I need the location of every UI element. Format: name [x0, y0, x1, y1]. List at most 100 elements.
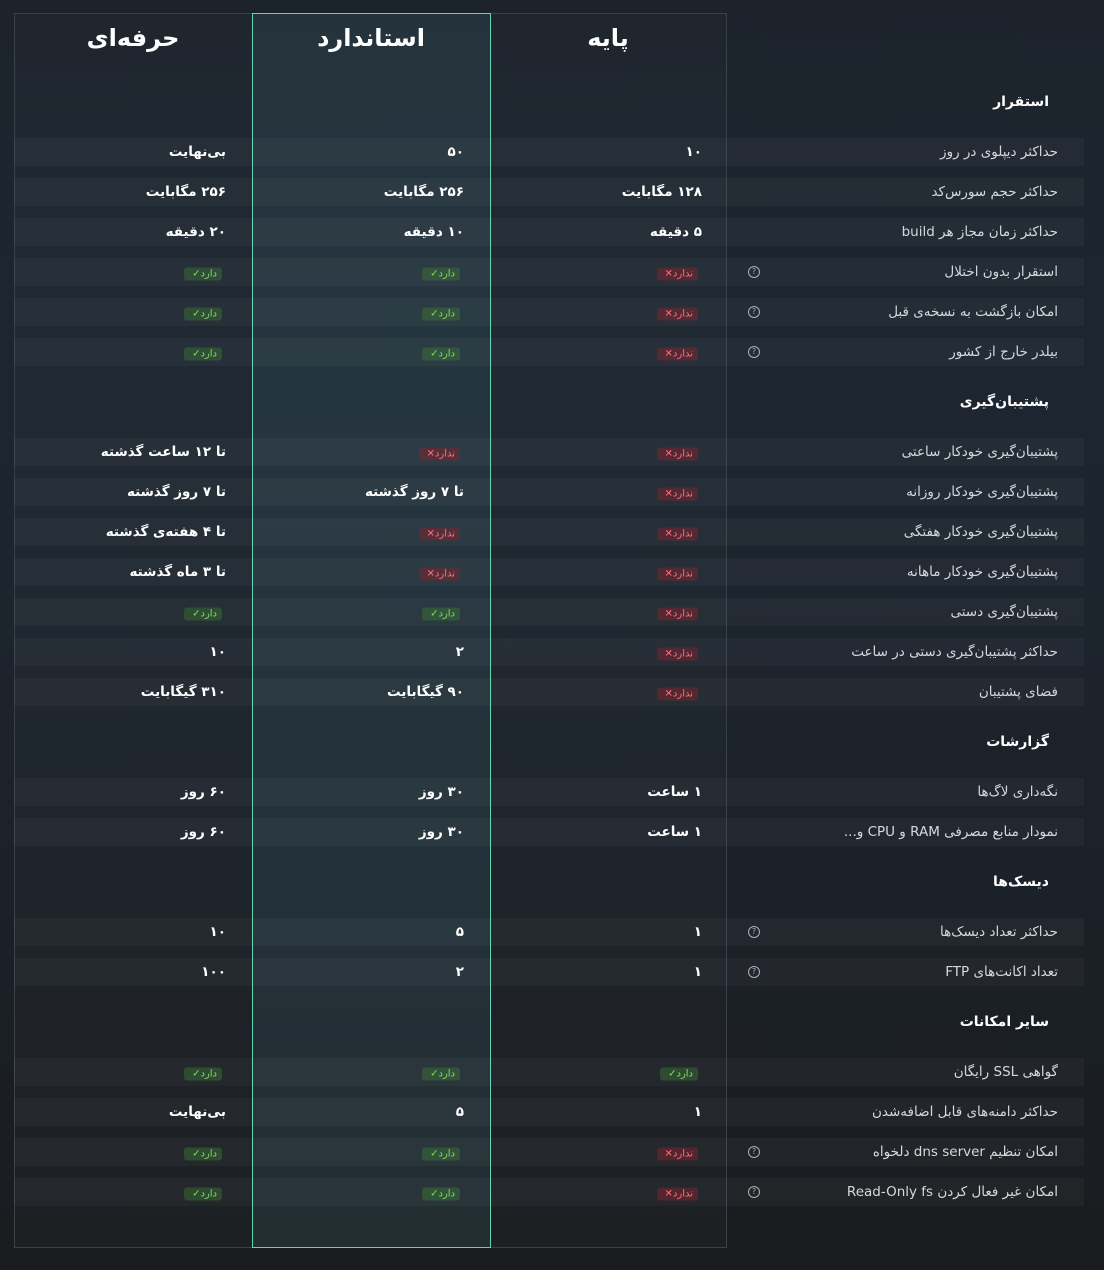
badge-text: ندارد [672, 568, 693, 580]
check-icon: ✓ [430, 308, 439, 320]
cross-icon: ✕ [664, 348, 673, 360]
cross-icon: ✕ [664, 648, 673, 660]
plan-value: ۲ [455, 644, 464, 660]
section-title: دیسک‌ها [993, 874, 1049, 890]
cross-icon: ✕ [664, 308, 673, 320]
info-icon[interactable]: ? [748, 306, 760, 318]
row-band [14, 778, 1084, 806]
plan-value: ۳۰ روز [418, 824, 464, 840]
plan-value: تا ۷ روز گذشته [126, 484, 226, 500]
plan-value: ۲۵۶ مگابایت [383, 184, 464, 200]
info-icon[interactable]: ? [748, 966, 760, 978]
info-icon[interactable]: ? [748, 926, 760, 938]
feature-label: تعداد اکانت‌های FTP [945, 964, 1058, 980]
badge-text: ندارد [672, 1148, 693, 1160]
feature-label: پشتیبان‌گیری خودکار روزانه [906, 484, 1058, 500]
section-title: استقرار [993, 94, 1049, 110]
plan-header: استاندارد [317, 24, 425, 52]
badge-text: دارد [200, 348, 217, 360]
badge-text: ندارد [434, 568, 455, 580]
status-badge: دارد✓ [422, 1187, 460, 1201]
check-icon: ✓ [430, 1148, 439, 1160]
cross-icon: ✕ [664, 528, 673, 540]
plan-value: ۶۰ روز [180, 784, 226, 800]
feature-label: حداکثر دیپلوی در روز [940, 144, 1058, 160]
badge-text: ندارد [672, 268, 693, 280]
row-band [14, 958, 1084, 986]
badge-text: ندارد [672, 488, 693, 500]
feature-label: امکان تنظیم dns server دلخواه [872, 1144, 1058, 1160]
feature-label: حداکثر تعداد دیسک‌ها [940, 924, 1058, 940]
status-badge: ندارد✕ [418, 567, 460, 581]
section-title: سایر امکانات [959, 1014, 1049, 1030]
status-badge: ندارد✕ [656, 267, 698, 281]
plan-value: ۱ ساعت [647, 784, 702, 800]
check-icon: ✓ [668, 1068, 677, 1080]
check-icon: ✓ [192, 348, 201, 360]
plan-value: ۵ دقیقه [649, 224, 702, 240]
row-band [14, 1058, 1084, 1086]
badge-text: ندارد [672, 528, 693, 540]
status-badge: ندارد✕ [656, 647, 698, 661]
status-badge: ندارد✕ [656, 1147, 698, 1161]
status-badge: دارد✓ [422, 267, 460, 281]
info-icon[interactable]: ? [748, 346, 760, 358]
feature-label: امکان غیر فعال کردن Read-Only fs [846, 1184, 1058, 1200]
check-icon: ✓ [192, 1188, 201, 1200]
info-icon[interactable]: ? [748, 1186, 760, 1198]
status-badge: ندارد✕ [656, 487, 698, 501]
feature-label: حداکثر پشتیبان‌گیری دستی در ساعت [851, 644, 1058, 660]
badge-text: دارد [200, 308, 217, 320]
badge-text: دارد [676, 1068, 693, 1080]
status-badge: دارد✓ [422, 607, 460, 621]
plan-value: ۵۰ [447, 144, 464, 160]
plan-value: ۱ [693, 924, 702, 940]
info-icon[interactable]: ? [748, 1146, 760, 1158]
feature-label: حداکثر زمان مجاز هر build [901, 224, 1058, 240]
cross-icon: ✕ [426, 448, 435, 460]
check-icon: ✓ [430, 348, 439, 360]
badge-text: ندارد [672, 688, 693, 700]
cross-icon: ✕ [664, 688, 673, 700]
feature-label: پشتیبان‌گیری خودکار ماهانه [906, 564, 1058, 580]
plan-value: ۲ [455, 964, 464, 980]
plan-value: ۱۰ [209, 924, 226, 940]
check-icon: ✓ [192, 268, 201, 280]
plan-value: ۳۱۰ گیگابایت [140, 684, 226, 700]
badge-text: ندارد [672, 1188, 693, 1200]
badge-text: دارد [438, 1068, 455, 1080]
row-band [14, 338, 1084, 366]
row-band [14, 598, 1084, 626]
plan-value: ۱۰ [685, 144, 702, 160]
cross-icon: ✕ [664, 448, 673, 460]
status-badge: دارد✓ [422, 1067, 460, 1081]
cross-icon: ✕ [664, 268, 673, 280]
badge-text: دارد [200, 608, 217, 620]
check-icon: ✓ [430, 1188, 439, 1200]
status-badge: ندارد✕ [656, 1187, 698, 1201]
badge-text: دارد [438, 1148, 455, 1160]
badge-text: دارد [200, 1188, 217, 1200]
status-badge: دارد✓ [660, 1067, 698, 1081]
badge-text: ندارد [672, 448, 693, 460]
status-badge: دارد✓ [184, 347, 222, 361]
info-icon[interactable]: ? [748, 266, 760, 278]
plan-header: حرفه‌ای [86, 24, 180, 52]
status-badge: ندارد✕ [656, 607, 698, 621]
plan-value: ۱ [693, 1104, 702, 1120]
cross-icon: ✕ [426, 568, 435, 580]
feature-label: بیلدر خارج از کشور [949, 344, 1058, 360]
plan-value: ۱۰۰ [201, 964, 226, 980]
plan-value: بی‌نهایت [168, 144, 226, 160]
badge-text: ندارد [434, 528, 455, 540]
check-icon: ✓ [192, 608, 201, 620]
badge-text: دارد [200, 268, 217, 280]
check-icon: ✓ [430, 608, 439, 620]
section-title: گزارشات [986, 734, 1049, 750]
feature-label: امکان بازگشت به نسخه‌ی قبل [888, 304, 1058, 320]
plan-value: ۱ [693, 964, 702, 980]
cross-icon: ✕ [664, 568, 673, 580]
feature-label: نمودار منابع مصرفی RAM و CPU و... [843, 824, 1058, 840]
plan-value: تا ۷ روز گذشته [364, 484, 464, 500]
badge-text: دارد [438, 1188, 455, 1200]
